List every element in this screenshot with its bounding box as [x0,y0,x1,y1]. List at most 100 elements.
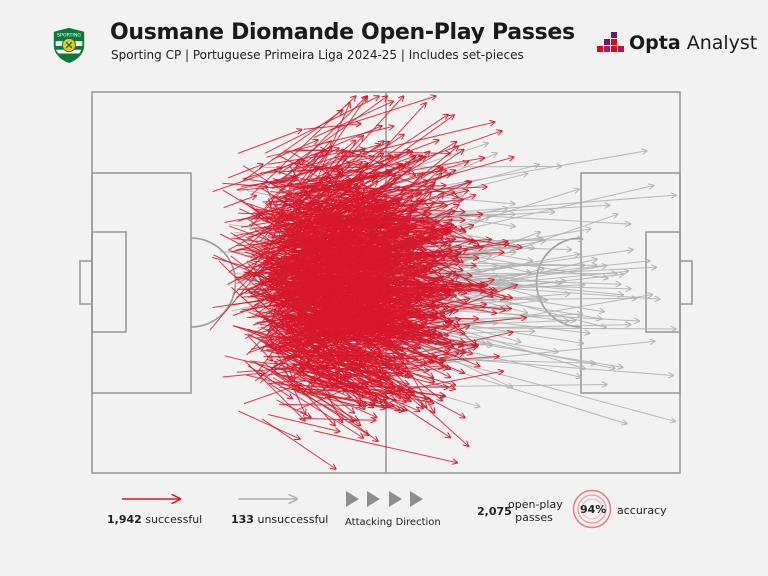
successful-pass-arrow [265,187,288,231]
successful-pass-arrow [256,363,377,417]
left-goal [79,260,93,305]
successful-passes [209,96,526,469]
successful-pass-arrow [311,201,426,250]
successful-pass-arrow [293,164,403,237]
successful-pass-arrow [295,149,343,212]
chart-title: Ousmane Diomande Open-Play Passes [110,20,575,45]
successful-pass-arrow [276,373,329,386]
successful-pass-arrow [328,115,454,205]
successful-pass-arrow [266,301,322,339]
successful-pass-arrow [250,295,395,335]
successful-pass-arrow [261,264,288,297]
successful-pass-arrow [359,277,406,282]
successful-pass-arrow [243,161,304,179]
svg-text:SPORTING: SPORTING [57,32,81,38]
successful-pass-arrow [231,230,338,253]
successful-pass-arrow [227,272,250,285]
successful-pass-arrow [319,174,395,269]
successful-pass-arrow [270,177,378,199]
successful-pass-arrow [337,282,456,297]
successful-pass-arrow [243,384,301,405]
successful-pass-arrow [277,319,322,329]
right-goal [679,260,693,305]
successful-pass-arrow [323,319,396,368]
successful-pass-arrow [344,149,415,175]
successful-pass-arrow [317,303,386,320]
successful-pass-arrow [283,203,360,220]
successful-pass-arrow [255,252,287,271]
successful-pass-arrow [244,333,274,344]
successful-pass-arrow [293,307,382,356]
right-six-yard-box [645,231,681,333]
successful-pass-arrow [268,149,365,165]
successful-pass-arrow [320,310,440,344]
successful-pass-arrow [265,272,327,316]
successful-pass-arrow [263,356,361,357]
successful-pass-arrow [284,340,386,379]
successful-pass-arrow [348,171,446,181]
successful-pass-arrow [314,430,457,463]
successful-pass-arrow [272,321,335,335]
successful-pass-arrow [338,364,404,365]
successful-pass-arrow [283,240,430,282]
unsuccessful-pass-arrow [323,385,607,389]
successful-pass-arrow [232,301,272,317]
successful-pass-arrow [346,250,375,256]
successful-pass-arrow [315,199,377,297]
successful-pass-arrow [323,187,400,211]
successful-pass-arrow [276,399,311,418]
successful-pass-arrow [291,257,419,311]
successful-pass-arrow [274,208,351,287]
successful-pass-arrow [311,140,439,188]
successful-pass-arrow [352,162,469,198]
successful-pass-arrow [317,156,416,192]
successful-pass-arrow [332,221,410,284]
successful-pass-arrow [345,283,497,313]
successful-pass-arrow [264,362,300,389]
successful-pass-arrow [275,310,302,312]
successful-pass-arrow [289,217,338,242]
successful-pass-arrow [298,418,376,420]
successful-pass-arrow [227,164,263,179]
opta-logo-icon [597,32,624,52]
successful-pass-arrow [238,410,300,439]
successful-pass-arrow [344,264,391,273]
successful-pass-arrow [334,350,450,374]
successful-pass-arrow [250,180,278,187]
successful-pass-arrow [315,245,384,264]
successful-pass-arrow [336,295,426,319]
successful-pass-arrow [278,155,316,182]
successful-pass-arrow [275,96,367,188]
successful-pass-arrow [401,157,514,189]
successful-pass-arrow [252,275,319,352]
successful-pass-arrow [356,187,487,194]
successful-pass-arrow [289,358,432,401]
successful-pass-arrow [266,178,331,206]
successful-pass-arrow [303,124,361,130]
successful-pass-arrow [223,196,257,209]
successful-pass-arrow [345,318,366,346]
sporting-crest-icon: SPORTING [53,27,85,64]
successful-pass-arrow [288,215,388,240]
successful-pass-arrow [263,345,390,369]
successful-pass-arrow [269,345,354,414]
left-six-yard-box [91,231,127,333]
successful-pass-arrow [247,271,301,290]
successful-pass-arrow [323,197,466,232]
successful-pass-arrow [272,199,349,222]
successful-pass-arrow [333,347,466,418]
successful-pass-arrow [242,110,343,182]
successful-pass-arrow [310,364,371,394]
successful-pass-arrow [290,307,348,355]
successful-pass-arrow [268,258,335,270]
successful-pass-arrow [299,96,368,194]
successful-pass-arrow [222,182,267,186]
successful-pass-arrow [272,140,318,160]
successful-pass-arrow [270,285,369,319]
successful-pass-arrow [276,240,324,287]
successful-pass-arrow [309,322,360,390]
successful-pass-arrow [229,250,256,259]
chart-subtitle: Sporting CP | Portuguese Primeira Liga 2… [111,48,524,62]
successful-pass-arrow [237,130,302,154]
